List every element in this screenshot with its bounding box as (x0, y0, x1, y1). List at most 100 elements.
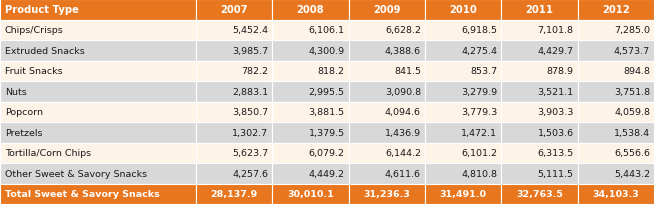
Text: 34,103.3: 34,103.3 (592, 189, 639, 198)
Text: 3,881.5: 3,881.5 (309, 108, 345, 117)
Bar (349, 61, 425, 82)
Bar (501, 61, 578, 82)
Bar (196, 163, 272, 184)
Text: Other Sweet & Savory Snacks: Other Sweet & Savory Snacks (5, 169, 147, 178)
Bar (272, 184, 349, 204)
Text: 4,449.2: 4,449.2 (309, 169, 345, 178)
Text: 5,443.2: 5,443.2 (614, 169, 650, 178)
Text: 6,144.2: 6,144.2 (385, 149, 421, 157)
Bar (501, 82, 578, 102)
Text: Pretzels: Pretzels (5, 128, 42, 137)
Text: 3,279.9: 3,279.9 (461, 87, 497, 96)
Text: 2007: 2007 (220, 5, 248, 15)
Bar (501, 143, 578, 163)
Text: 6,106.1: 6,106.1 (309, 26, 345, 35)
Bar (501, 163, 578, 184)
Text: Tortilla/Corn Chips: Tortilla/Corn Chips (5, 149, 91, 157)
Bar (578, 184, 654, 204)
Text: 3,903.3: 3,903.3 (537, 108, 574, 117)
Text: 4,429.7: 4,429.7 (538, 47, 574, 55)
Bar (425, 122, 501, 143)
Text: Extruded Snacks: Extruded Snacks (5, 47, 84, 55)
Bar (425, 41, 501, 61)
Text: 6,918.5: 6,918.5 (461, 26, 497, 35)
Bar (196, 20, 272, 41)
Text: 4,094.6: 4,094.6 (385, 108, 421, 117)
Bar (425, 143, 501, 163)
Bar (196, 0, 272, 20)
Bar (501, 20, 578, 41)
Text: 6,313.5: 6,313.5 (537, 149, 574, 157)
Bar (578, 20, 654, 41)
Bar (272, 41, 349, 61)
Text: 894.8: 894.8 (623, 67, 650, 76)
Text: 1,379.5: 1,379.5 (309, 128, 345, 137)
Text: 1,503.6: 1,503.6 (538, 128, 574, 137)
Bar (349, 82, 425, 102)
Bar (349, 41, 425, 61)
Bar (425, 102, 501, 122)
Bar (0, 0, 196, 20)
Bar (196, 102, 272, 122)
Text: 818.2: 818.2 (317, 67, 345, 76)
Bar (349, 20, 425, 41)
Text: 878.9: 878.9 (546, 67, 574, 76)
Bar (425, 82, 501, 102)
Text: 7,101.8: 7,101.8 (538, 26, 574, 35)
Text: 2,995.5: 2,995.5 (309, 87, 345, 96)
Text: 28,137.9: 28,137.9 (210, 189, 258, 198)
Bar (349, 102, 425, 122)
Bar (578, 163, 654, 184)
Text: 2010: 2010 (450, 5, 477, 15)
Bar (272, 82, 349, 102)
Text: 6,556.6: 6,556.6 (614, 149, 650, 157)
Text: 2012: 2012 (602, 5, 629, 15)
Text: Popcorn: Popcorn (5, 108, 42, 117)
Bar (196, 122, 272, 143)
Bar (272, 61, 349, 82)
Text: 5,623.7: 5,623.7 (232, 149, 268, 157)
Bar (0, 163, 196, 184)
Bar (272, 0, 349, 20)
Bar (0, 102, 196, 122)
Bar (272, 102, 349, 122)
Bar (196, 143, 272, 163)
Bar (349, 143, 425, 163)
Text: Total Sweet & Savory Snacks: Total Sweet & Savory Snacks (5, 189, 159, 198)
Text: 2009: 2009 (373, 5, 400, 15)
Bar (425, 0, 501, 20)
Text: 4,059.8: 4,059.8 (614, 108, 650, 117)
Bar (0, 184, 196, 204)
Bar (196, 184, 272, 204)
Text: 2008: 2008 (297, 5, 324, 15)
Text: 6,101.2: 6,101.2 (461, 149, 497, 157)
Bar (425, 20, 501, 41)
Bar (0, 143, 196, 163)
Bar (196, 41, 272, 61)
Text: 32,763.5: 32,763.5 (516, 189, 563, 198)
Text: 5,111.5: 5,111.5 (538, 169, 574, 178)
Bar (578, 143, 654, 163)
Text: 853.7: 853.7 (470, 67, 497, 76)
Bar (578, 102, 654, 122)
Text: Nuts: Nuts (5, 87, 27, 96)
Bar (501, 0, 578, 20)
Text: 3,850.7: 3,850.7 (232, 108, 268, 117)
Text: 3,751.8: 3,751.8 (614, 87, 650, 96)
Bar (425, 184, 501, 204)
Text: 31,491.0: 31,491.0 (440, 189, 487, 198)
Bar (0, 41, 196, 61)
Text: 30,010.1: 30,010.1 (287, 189, 334, 198)
Bar (272, 20, 349, 41)
Text: 4,257.6: 4,257.6 (232, 169, 268, 178)
Text: 4,300.9: 4,300.9 (309, 47, 345, 55)
Text: 3,985.7: 3,985.7 (232, 47, 268, 55)
Text: 31,236.3: 31,236.3 (363, 189, 410, 198)
Text: 1,436.9: 1,436.9 (385, 128, 421, 137)
Text: 1,472.1: 1,472.1 (461, 128, 497, 137)
Bar (578, 122, 654, 143)
Text: 841.5: 841.5 (394, 67, 421, 76)
Bar (425, 61, 501, 82)
Text: 6,628.2: 6,628.2 (385, 26, 421, 35)
Bar (578, 82, 654, 102)
